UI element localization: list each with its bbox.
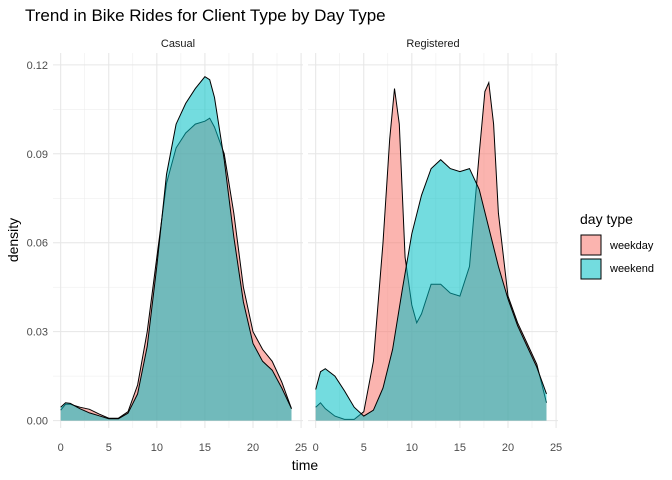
x-tick-label: 25 xyxy=(550,442,562,454)
x-tick-label: 10 xyxy=(151,442,163,454)
y-axis-title: density xyxy=(5,218,21,262)
x-tick-label: 10 xyxy=(406,442,418,454)
x-tick-label: 15 xyxy=(454,442,466,454)
x-tick-label: 25 xyxy=(295,442,307,454)
legend-label-weekday: weekday xyxy=(609,240,654,252)
density-line-casual-weekend xyxy=(60,76,292,420)
x-tick-label: 15 xyxy=(199,442,211,454)
panel-registered xyxy=(308,53,558,428)
chart-title: Trend in Bike Rides for Client Type by D… xyxy=(25,6,386,25)
legend-key-weekend xyxy=(580,258,602,280)
panel-strip-registered: Registered xyxy=(406,38,459,50)
panel-strip-casual: Casual xyxy=(161,38,195,50)
density-line-registered-weekend xyxy=(315,159,547,417)
x-tick-label: 5 xyxy=(106,442,112,454)
y-tick-label: 0.06 xyxy=(27,238,48,250)
legend-title: day type xyxy=(580,211,633,227)
density-area-registered-weekend xyxy=(315,159,547,421)
y-tick-label: 0.03 xyxy=(27,327,48,339)
legend-key-weekday xyxy=(580,234,602,256)
x-tick-label: 0 xyxy=(58,442,64,454)
x-tick-label: 20 xyxy=(502,442,514,454)
panel-casual xyxy=(53,53,303,428)
y-tick-label: 0.09 xyxy=(27,149,48,161)
y-tick-label: 0.12 xyxy=(27,60,48,72)
density-area-casual-weekend xyxy=(60,76,292,421)
x-tick-label: 5 xyxy=(361,442,367,454)
y-tick-label: 0.00 xyxy=(27,416,48,428)
legend-label-weekend: weekend xyxy=(609,263,654,275)
legend: day type weekday weekend xyxy=(580,211,654,280)
x-tick-label: 0 xyxy=(313,442,319,454)
x-tick-label: 20 xyxy=(247,442,259,454)
x-axis-title: time xyxy=(292,457,319,473)
